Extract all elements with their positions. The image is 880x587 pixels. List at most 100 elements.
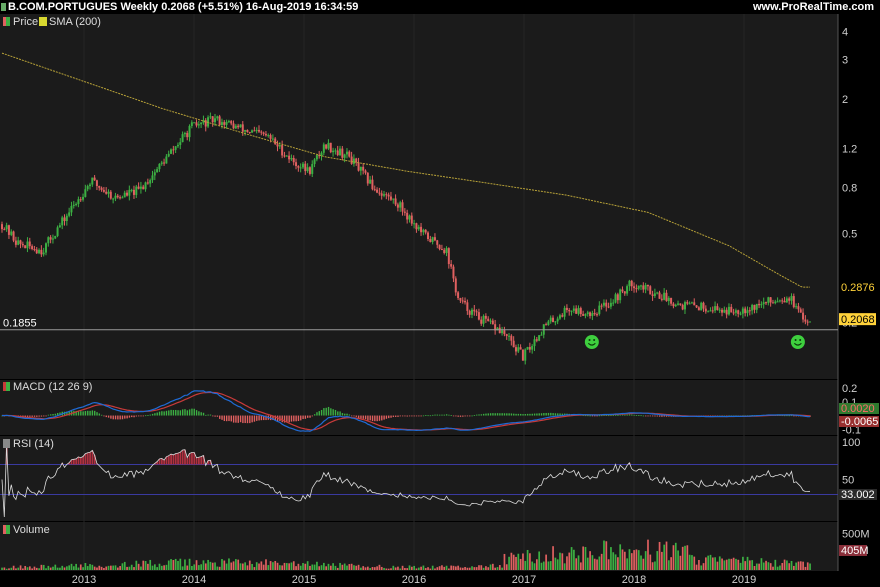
candle-body xyxy=(246,129,249,132)
macd-histogram-bar xyxy=(89,410,91,416)
candle-body xyxy=(616,294,619,301)
macd-histogram-bar xyxy=(661,415,663,417)
macd-histogram-bar xyxy=(181,409,184,416)
volume-bar xyxy=(640,555,642,570)
macd-histogram-bar xyxy=(281,415,283,423)
macd-histogram-bar xyxy=(559,413,561,416)
volume-bar xyxy=(355,565,358,570)
volume-bar xyxy=(413,565,416,570)
volume-bar xyxy=(496,567,499,570)
macd-histogram-bar xyxy=(480,414,483,416)
candle-body xyxy=(352,158,355,164)
volume-bar xyxy=(91,564,94,570)
signal-last-value: -0.0065 xyxy=(841,416,878,428)
volume-bar xyxy=(128,566,131,570)
rsi-overbought-fill xyxy=(156,461,159,465)
candle-body xyxy=(38,249,41,254)
macd-histogram-bar xyxy=(522,414,524,416)
macd-histogram-bar xyxy=(228,415,230,422)
volume-bar xyxy=(427,567,429,570)
volume-bar xyxy=(96,567,98,570)
volume-bar xyxy=(260,561,263,570)
volume-bar xyxy=(452,565,455,570)
candle-body xyxy=(77,199,80,204)
candle-body xyxy=(301,163,304,168)
macd-histogram-bar xyxy=(260,415,263,421)
candle-body xyxy=(535,339,538,341)
volume-bar xyxy=(603,540,605,570)
volume-bar xyxy=(186,565,189,570)
macd-histogram-bar xyxy=(202,412,205,416)
volume-bar xyxy=(492,563,494,570)
volume-bar xyxy=(760,558,763,570)
candle-body xyxy=(362,166,365,171)
volume-bar xyxy=(577,555,580,570)
volume-bar xyxy=(654,561,656,570)
candle-body xyxy=(443,249,446,253)
candle-body xyxy=(797,306,800,310)
volume-bar xyxy=(297,563,300,570)
candle-body xyxy=(399,202,402,208)
macd-histogram-bar xyxy=(482,413,485,416)
volume-bar xyxy=(705,557,707,570)
macd-histogram-bar xyxy=(422,415,425,417)
candle-body xyxy=(776,301,779,303)
macd-histogram-bar xyxy=(54,413,57,416)
volume-bar xyxy=(480,565,483,570)
candle-body xyxy=(410,215,413,224)
volume-bar xyxy=(762,562,765,570)
macd-tick-label: -0.1 xyxy=(842,424,861,436)
volume-bar xyxy=(394,567,397,570)
macd-histogram-bar xyxy=(355,415,358,417)
candle-body xyxy=(415,223,418,230)
candle-body xyxy=(806,321,809,323)
macd-histogram-bar xyxy=(29,415,31,417)
volume-bar xyxy=(633,550,635,570)
macd-histogram-bar xyxy=(478,414,480,416)
volume-bar xyxy=(316,561,318,570)
candle-body xyxy=(315,155,318,160)
volume-bar xyxy=(531,561,534,570)
macd-histogram-bar xyxy=(205,414,207,416)
macd-histogram-bar xyxy=(117,415,119,420)
volume-bar xyxy=(276,562,279,570)
macd-histogram-bar xyxy=(357,415,360,419)
macd-histogram-bar xyxy=(75,410,77,416)
candle-body xyxy=(193,122,196,124)
candle-body xyxy=(380,193,383,196)
candle-body xyxy=(10,231,13,235)
macd-histogram-bar xyxy=(624,414,626,416)
site-url[interactable]: www.ProRealTime.com xyxy=(752,1,874,13)
volume-bar xyxy=(448,568,450,570)
candle-body xyxy=(378,192,381,194)
volume-bar xyxy=(59,567,61,570)
volume-bar xyxy=(103,567,105,570)
candle-body xyxy=(466,302,469,311)
macd-histogram-bar xyxy=(524,414,527,416)
rsi-overbought-fill xyxy=(68,462,71,465)
candle-body xyxy=(709,310,712,312)
macd-histogram-bar xyxy=(420,415,422,417)
volume-bar xyxy=(563,563,566,570)
volume-bar xyxy=(702,563,705,570)
candle-body xyxy=(320,152,323,156)
macd-histogram-bar xyxy=(82,411,84,416)
macd-histogram-bar xyxy=(135,415,138,417)
volume-bar xyxy=(644,551,647,570)
candle-body xyxy=(3,229,6,231)
volume-bar xyxy=(617,557,619,570)
volume-bar xyxy=(586,557,589,570)
candle-body xyxy=(508,335,511,337)
macd-histogram-bar xyxy=(188,409,191,416)
candle-body xyxy=(239,124,242,128)
candle-body xyxy=(677,303,680,305)
macd-histogram-bar xyxy=(344,413,346,416)
macd-histogram-bar xyxy=(191,408,193,416)
volume-bar xyxy=(505,564,508,570)
candle-body xyxy=(785,298,788,303)
volume-bar xyxy=(133,567,135,570)
candle-body xyxy=(746,310,749,314)
volume-bar xyxy=(450,565,453,570)
volume-bar xyxy=(241,563,244,570)
rsi-panel-bg xyxy=(0,436,838,521)
